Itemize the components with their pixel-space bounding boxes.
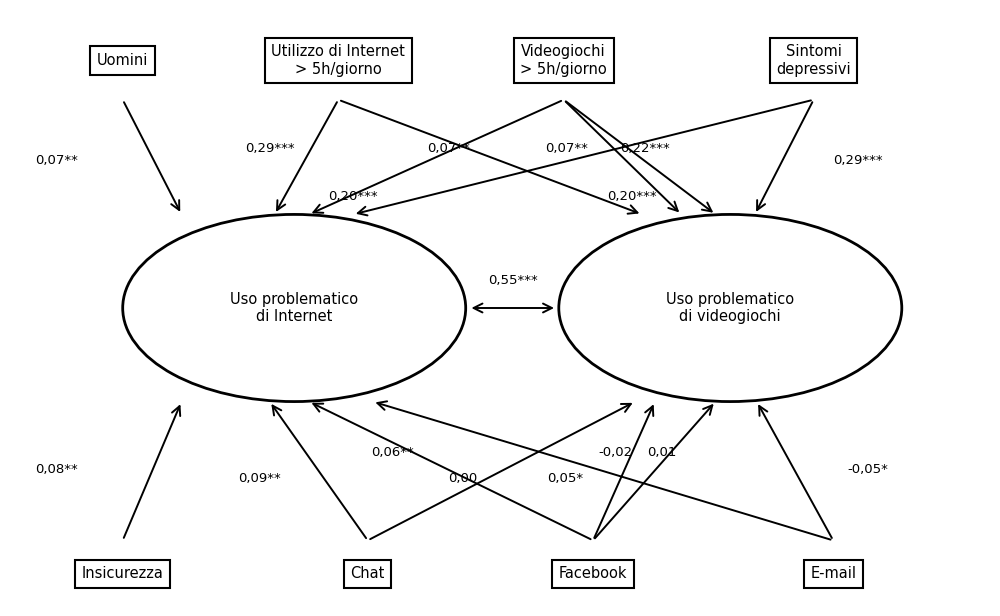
Text: 0,29***: 0,29***	[245, 142, 295, 155]
Text: 0,00: 0,00	[448, 472, 477, 485]
Text: Chat: Chat	[351, 566, 385, 581]
Text: 0,08**: 0,08**	[35, 463, 77, 476]
Text: 0,05*: 0,05*	[548, 472, 584, 485]
Text: 0,06**: 0,06**	[371, 447, 414, 460]
Text: E-mail: E-mail	[810, 566, 856, 581]
Text: Insicurezza: Insicurezza	[82, 566, 164, 581]
Text: -0,02: -0,02	[599, 447, 633, 460]
Text: Uso problematico
di videogiochi: Uso problematico di videogiochi	[666, 292, 794, 324]
Text: 0,22***: 0,22***	[620, 142, 670, 155]
Text: 0,07**: 0,07**	[428, 142, 470, 155]
Text: Uso problematico
di Internet: Uso problematico di Internet	[230, 292, 358, 324]
Text: 0,20***: 0,20***	[607, 190, 657, 203]
Text: Utilizzo di Internet
> 5h/giorno: Utilizzo di Internet > 5h/giorno	[271, 44, 405, 76]
Text: 0,55***: 0,55***	[488, 274, 538, 287]
Text: Videogiochi
> 5h/giorno: Videogiochi > 5h/giorno	[520, 44, 607, 76]
Text: Uomini: Uomini	[97, 53, 148, 68]
Text: Facebook: Facebook	[559, 566, 627, 581]
Text: 0,07**: 0,07**	[36, 153, 78, 166]
Text: 0,09**: 0,09**	[239, 472, 281, 485]
Text: Sintomi
depressivi: Sintomi depressivi	[776, 44, 851, 76]
Text: 0,20***: 0,20***	[328, 190, 378, 203]
Text: 0,29***: 0,29***	[833, 153, 883, 166]
Text: 0,07**: 0,07**	[545, 142, 588, 155]
Text: 0,01: 0,01	[647, 447, 676, 460]
Text: -0,05*: -0,05*	[847, 463, 888, 476]
